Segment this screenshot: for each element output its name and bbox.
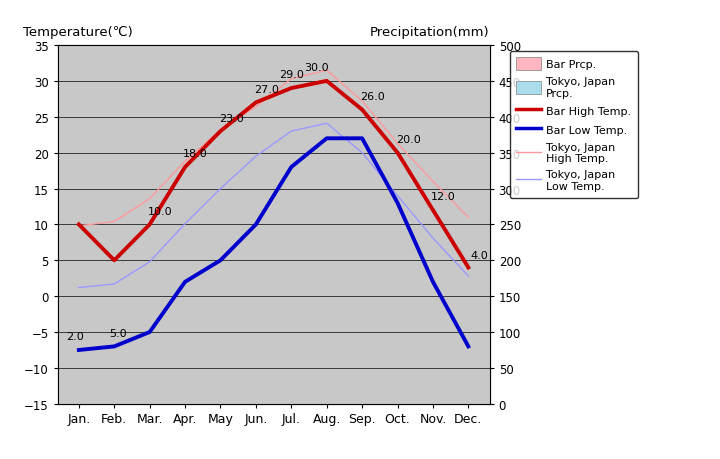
Text: 26.0: 26.0 — [361, 92, 385, 102]
Text: Temperature(℃): Temperature(℃) — [23, 26, 132, 39]
Bar — [244, 353, 256, 404]
Text: 10.0: 10.0 — [148, 207, 173, 216]
Text: 4.0: 4.0 — [470, 251, 488, 261]
Text: 23.0: 23.0 — [219, 113, 243, 123]
Bar — [468, 367, 480, 404]
Bar — [114, 364, 126, 404]
Bar — [327, 293, 338, 404]
Text: 20.0: 20.0 — [396, 135, 420, 145]
Bar — [138, 379, 150, 404]
Bar — [279, 153, 292, 404]
Text: 29.0: 29.0 — [279, 70, 304, 80]
Bar — [421, 369, 433, 404]
Bar — [351, 358, 362, 404]
Bar — [79, 367, 91, 404]
Bar — [386, 364, 397, 404]
Bar — [67, 391, 79, 404]
Bar — [150, 320, 161, 404]
Text: 18.0: 18.0 — [184, 149, 208, 159]
Text: 30.0: 30.0 — [304, 63, 328, 73]
Text: 2.0: 2.0 — [66, 332, 84, 341]
Legend: Bar Prcp., Tokyo, Japan
Prcp., Bar High Temp., Bar Low Temp., Tokyo, Japan
High : Bar Prcp., Tokyo, Japan Prcp., Bar High … — [510, 51, 638, 198]
Bar — [185, 314, 197, 404]
Bar — [456, 391, 468, 404]
Bar — [209, 355, 220, 404]
Bar — [433, 337, 445, 404]
Bar — [397, 264, 409, 404]
Bar — [362, 253, 374, 404]
Bar — [315, 182, 327, 404]
Bar — [220, 305, 232, 404]
Text: 12.0: 12.0 — [431, 192, 456, 202]
Text: 27.0: 27.0 — [254, 84, 279, 95]
Text: Precipitation(mm): Precipitation(mm) — [370, 26, 490, 39]
Bar — [256, 279, 268, 404]
Bar — [174, 364, 185, 404]
Bar — [292, 293, 303, 404]
Text: 5.0: 5.0 — [109, 328, 127, 338]
Bar — [102, 388, 114, 404]
